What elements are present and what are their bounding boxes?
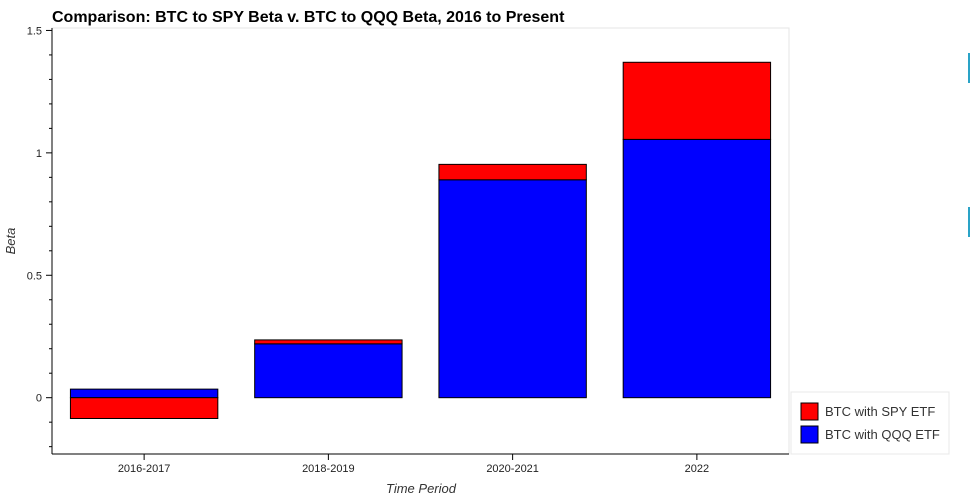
y-tick-label: 1	[36, 148, 42, 160]
toolbar-edge-marker-bottom[interactable]	[968, 207, 970, 237]
bar-qqq-2020-2021[interactable]	[438, 179, 587, 399]
bar-spy-2018-2019[interactable]	[254, 339, 403, 345]
bar-spy-2022[interactable]	[622, 61, 772, 140]
x-axis-title: Time Period	[386, 481, 457, 496]
x-tick-label: 2022	[685, 463, 709, 475]
legend-swatch-spy[interactable]	[800, 402, 819, 421]
legend-box	[790, 391, 950, 455]
y-tick-label: 0.5	[27, 270, 42, 282]
bar-spy-2020-2021[interactable]	[438, 163, 587, 181]
chart-title: Comparison: BTC to SPY Beta v. BTC to QQ…	[52, 9, 565, 26]
x-tick-label: 2018-2019	[302, 463, 355, 475]
bar-qqq-2016-2017[interactable]	[69, 388, 219, 399]
toolbar-edge-marker-top[interactable]	[968, 53, 970, 83]
bar-qqq-2018-2019[interactable]	[254, 343, 403, 399]
y-axis-title: Beta	[3, 228, 18, 255]
legend-swatch-qqq[interactable]	[800, 425, 819, 444]
y-axis: 0 0.5 1 1.5	[27, 25, 52, 448]
y-tick-label: 0	[36, 393, 42, 405]
y-tick-label: 1.5	[27, 25, 42, 37]
legend: BTC with SPY ETF BTC with QQQ ETF	[790, 391, 950, 455]
bar-qqq-2022[interactable]	[622, 138, 772, 399]
x-tick-label: 2020-2021	[486, 463, 539, 475]
bar-spy-2016-2017[interactable]	[69, 397, 219, 420]
legend-label-qqq[interactable]: BTC with QQQ ETF	[825, 427, 940, 442]
legend-label-spy[interactable]: BTC with SPY ETF	[825, 404, 935, 419]
x-axis: 2016-2017 2018-2019 2020-2021 2022	[118, 454, 709, 475]
x-tick-label: 2016-2017	[118, 463, 171, 475]
bars	[69, 61, 772, 420]
